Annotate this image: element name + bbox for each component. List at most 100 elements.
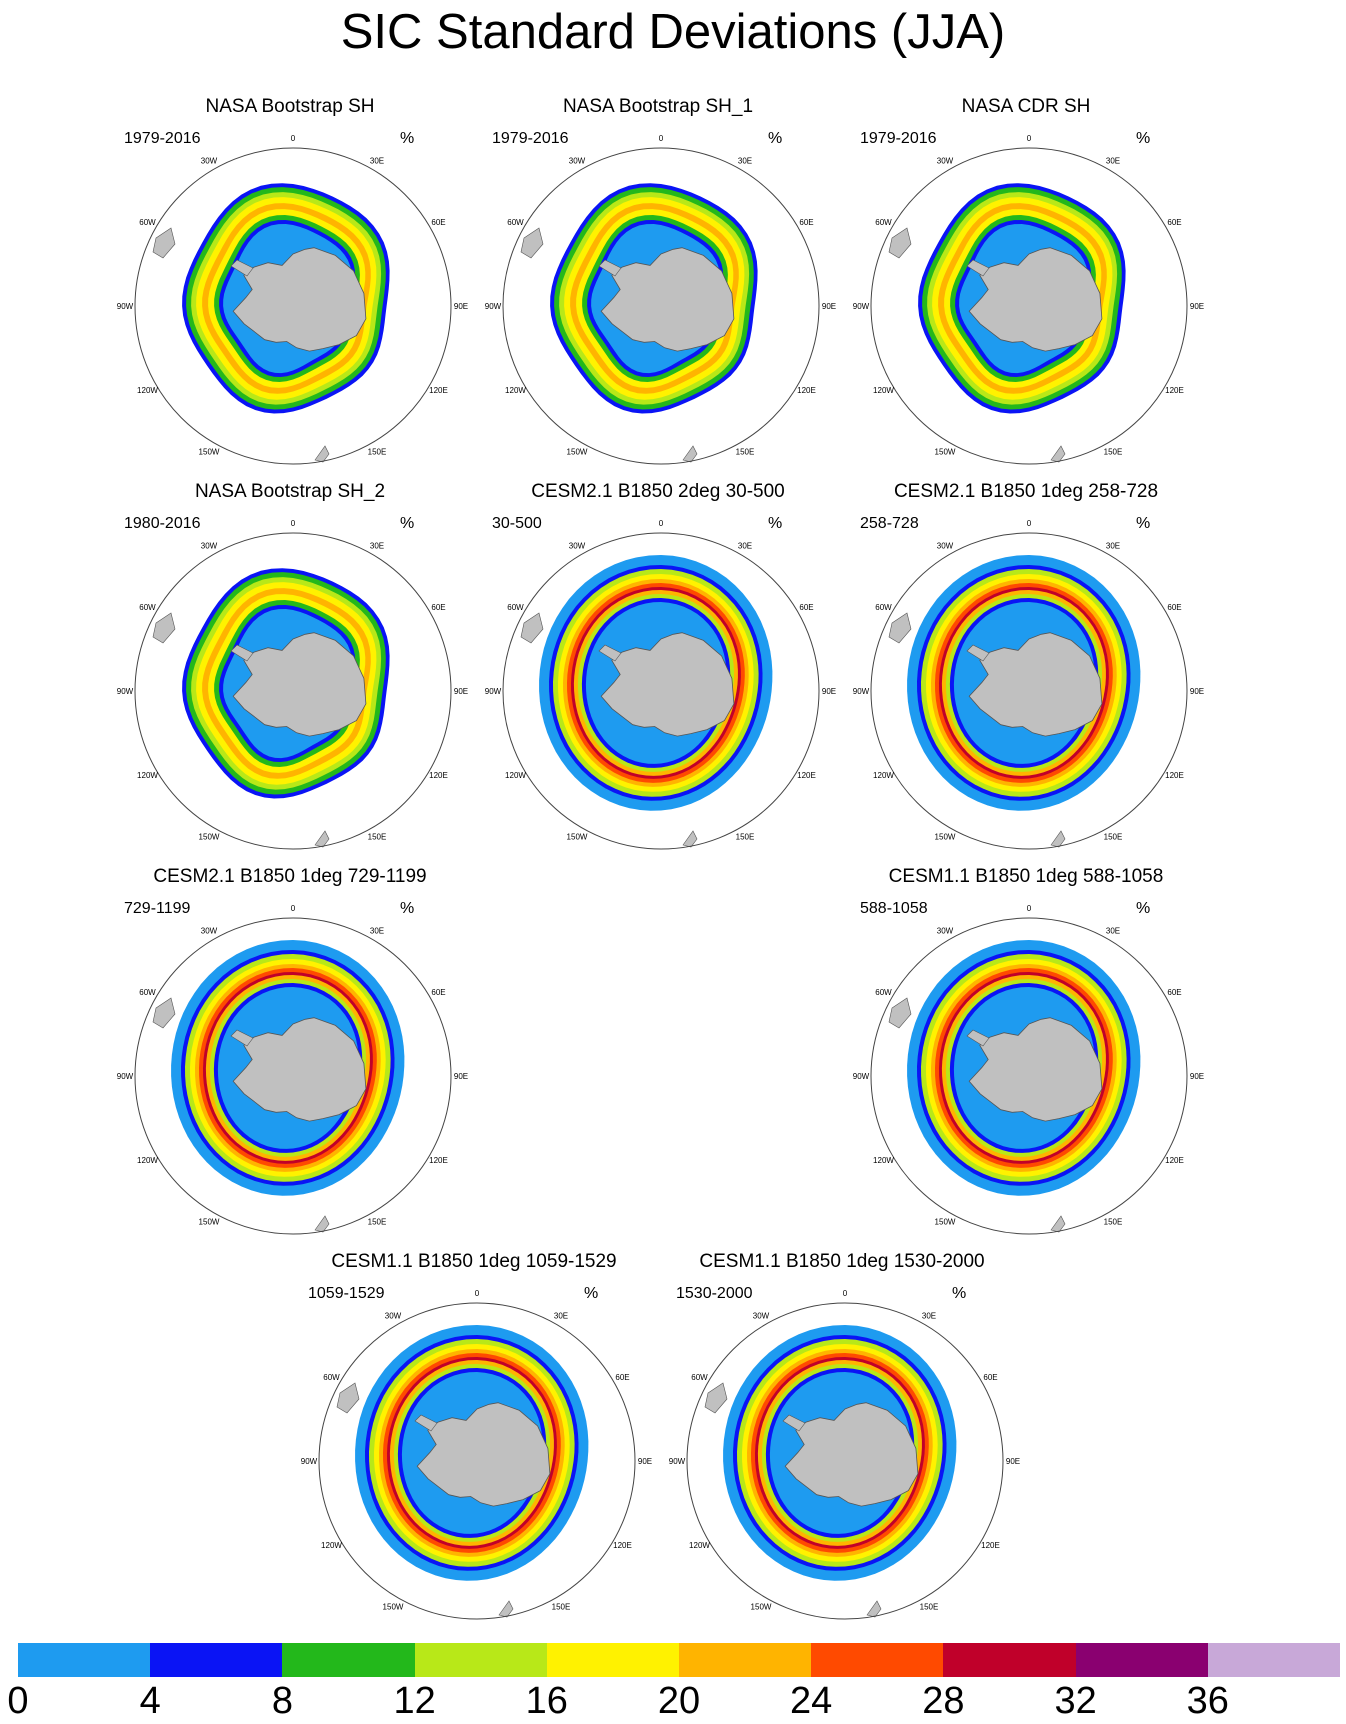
longitude-label: 60E [431,988,445,997]
longitude-label: 120E [981,1541,1000,1550]
longitude-label: 90E [822,687,836,696]
polar-map: 030E60E90E120E150E180150W120W90W60W30W [117,519,468,850]
longitude-label: 120W [137,771,158,780]
longitude-label: 120W [873,1156,894,1165]
longitude-label: 150E [1104,448,1123,457]
polar-map: 030E60E90E120E150E180150W120W90W60W30W [853,519,1204,850]
longitude-label: 150W [935,1218,956,1227]
longitude-label: 60E [799,218,813,227]
new-zealand-tip [1050,445,1066,463]
longitude-label: 120W [689,1541,710,1550]
map-boundary [502,147,820,465]
antarctic-peninsula [230,644,254,662]
colorbar-tick-label: 8 [271,1680,293,1722]
panel-period: 588-1058 [860,900,928,917]
longitude-label: 30E [1106,927,1120,936]
panel-period: 1979-2016 [124,130,201,147]
new-zealand-tip [682,445,698,463]
longitude-label: 0 [659,519,664,528]
longitude-label: 150W [383,1603,404,1612]
longitude-label: 60E [615,1373,629,1382]
longitude-label: 120W [873,771,894,780]
longitude-label: 30E [738,157,752,166]
longitude-label: 60E [1167,988,1181,997]
longitude-label: 60E [799,603,813,612]
antarctic-peninsula [966,1029,990,1047]
longitude-label: 120E [797,771,816,780]
polar-map: 030E60E90E120E150E180150W120W90W60W30W [485,134,836,465]
panel-units: % [768,130,783,147]
polar-map: 030E60E90E120E150E180150W120W90W60W30W [117,904,468,1235]
longitude-label: 150E [368,833,387,842]
map-panel: NASA Bootstrap SH_2 1980-2016% 0 30E 60E 90E 1… [110,481,476,851]
longitude-label: 150E [368,448,387,457]
antarctic-peninsula [598,259,622,277]
longitude-label: 60W [875,603,892,612]
antarctic-peninsula [598,644,622,662]
antarctic-peninsula [782,1414,806,1432]
panel-title: NASA Bootstrap SH_2 [194,481,386,502]
map-boundary [318,1302,636,1620]
panel-title: CESM2.1 B1850 1deg 258-728 [893,481,1159,502]
longitude-label: 60W [875,988,892,997]
longitude-label: 0 [1027,519,1032,528]
longitude-label: 30E [370,927,384,936]
new-zealand-tip [314,445,330,463]
longitude-label: 120E [613,1541,632,1550]
longitude-label: 60W [139,603,156,612]
antarctica-landmass [600,247,735,352]
new-zealand-tip [314,1215,330,1233]
colorbar-tick-label: 32 [1054,1680,1097,1722]
antarctic-peninsula [414,1414,438,1432]
panel-period: 1980-2016 [124,515,201,532]
map-boundary [870,147,1188,465]
panel-units: % [584,1285,599,1302]
map-panel: NASA Bootstrap SH 1979-2016% 0 30E 60E 90E 120… [110,96,476,466]
longitude-label: 30W [569,542,586,551]
longitude-label: 120W [137,1156,158,1165]
longitude-label: 30E [1106,542,1120,551]
polar-map: 030E60E90E120E150E180150W120W90W60W30W [117,134,468,465]
antarctica-landmass [600,632,735,737]
panel-units: % [400,900,415,917]
longitude-label: 150E [1104,1218,1123,1227]
colorbar-swatch [282,1643,415,1677]
polar-map: 030E60E90E120E150E180150W120W90W60W30W [485,519,836,850]
panel-period: 1530-2000 [676,1285,753,1302]
panel-units: % [400,515,415,532]
map-panel: CESM2.1 B1850 1deg 729-1199 729-1199% 0 30E… [110,866,476,1236]
panel-title: CESM1.1 B1850 1deg 1059-1529 [331,1251,617,1272]
panel-units: % [1136,900,1151,917]
longitude-label: 150E [1104,833,1123,842]
longitude-label: 60E [1167,603,1181,612]
longitude-label: 60E [983,1373,997,1382]
longitude-label: 60W [507,218,524,227]
longitude-label: 120W [505,386,526,395]
longitude-label: 120E [797,386,816,395]
longitude-label: 30W [753,1312,770,1321]
longitude-label: 120W [505,771,526,780]
colorbar-swatch [546,1643,680,1677]
longitude-label: 0 [659,134,664,143]
longitude-label: 90W [117,1072,134,1081]
longitude-label: 60E [431,603,445,612]
panel-period: 30-500 [492,515,542,532]
south-america-tip [152,227,176,259]
longitude-label: 60W [139,218,156,227]
antarctica-landmass [968,247,1103,352]
new-zealand-tip [866,1600,882,1618]
map-boundary [870,917,1188,1235]
panel-units: % [768,515,783,532]
longitude-label: 120E [1165,386,1184,395]
antarctic-peninsula [966,259,990,277]
longitude-label: 150W [751,1603,772,1612]
south-america-tip [336,1382,360,1414]
longitude-label: 30E [922,1312,936,1321]
panel-units: % [1136,130,1151,147]
longitude-label: 120E [429,771,448,780]
map-panel: CESM1.1 B1850 1deg 1530-2000 1530-2000% 0 3… [662,1251,1028,1621]
colorbar-swatch [811,1643,944,1677]
longitude-label: 120W [873,386,894,395]
longitude-label: 150W [935,833,956,842]
longitude-label: 120E [1165,1156,1184,1165]
